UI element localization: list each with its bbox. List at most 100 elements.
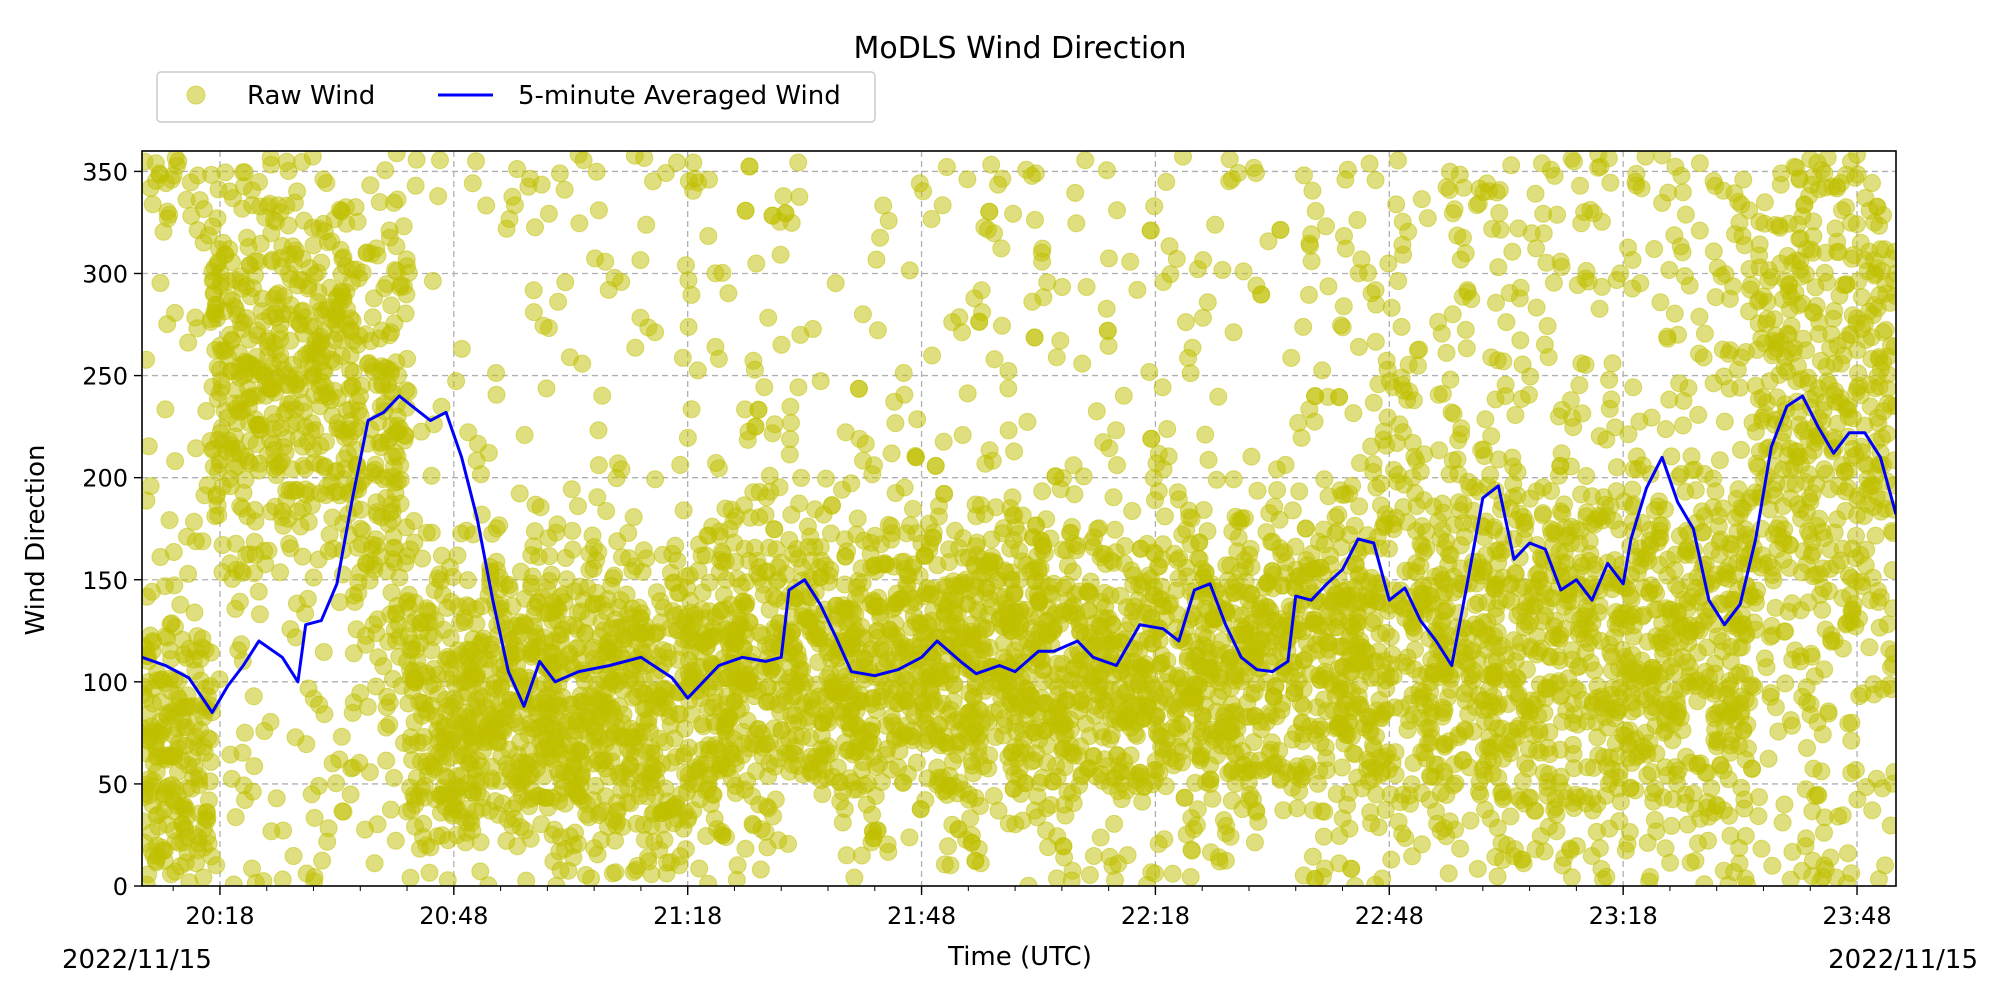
raw-wind-point bbox=[869, 622, 886, 639]
raw-wind-point bbox=[679, 579, 696, 596]
raw-wind-point bbox=[1120, 707, 1137, 724]
raw-wind-point bbox=[484, 525, 501, 542]
raw-wind-point bbox=[590, 457, 607, 474]
raw-wind-point bbox=[563, 481, 580, 498]
raw-wind-point bbox=[1310, 775, 1327, 792]
raw-wind-point bbox=[1218, 557, 1235, 574]
raw-wind-point bbox=[1334, 319, 1351, 336]
raw-wind-point bbox=[996, 710, 1013, 727]
raw-wind-point bbox=[408, 769, 425, 786]
raw-wind-point bbox=[207, 342, 224, 359]
raw-wind-point bbox=[465, 631, 482, 648]
raw-wind-point bbox=[560, 862, 577, 879]
raw-wind-point bbox=[155, 223, 172, 240]
raw-wind-point bbox=[1105, 489, 1122, 506]
raw-wind-point bbox=[1027, 211, 1044, 228]
raw-wind-point bbox=[152, 693, 169, 710]
raw-wind-point bbox=[911, 175, 928, 192]
raw-wind-point bbox=[991, 610, 1008, 627]
raw-wind-point bbox=[324, 755, 341, 772]
raw-wind-point bbox=[1367, 172, 1384, 189]
raw-wind-point bbox=[509, 746, 526, 763]
raw-wind-point bbox=[433, 547, 450, 564]
raw-wind-point bbox=[1158, 173, 1175, 190]
raw-wind-point bbox=[1019, 413, 1036, 430]
raw-wind-point bbox=[804, 755, 821, 772]
raw-wind-point bbox=[1210, 388, 1227, 405]
raw-wind-point bbox=[1191, 534, 1208, 551]
raw-wind-point bbox=[574, 355, 591, 372]
raw-wind-point bbox=[672, 456, 689, 473]
raw-wind-point bbox=[542, 750, 559, 767]
raw-wind-point bbox=[900, 567, 917, 584]
raw-wind-point bbox=[927, 457, 944, 474]
raw-wind-point bbox=[834, 814, 851, 831]
raw-wind-point bbox=[512, 819, 529, 836]
raw-wind-point bbox=[435, 729, 452, 746]
raw-wind-point bbox=[610, 455, 627, 472]
raw-wind-point bbox=[275, 439, 292, 456]
raw-wind-point bbox=[599, 639, 616, 656]
raw-wind-point bbox=[199, 809, 216, 826]
raw-wind-point bbox=[421, 864, 438, 881]
raw-wind-point bbox=[827, 275, 844, 292]
raw-wind-point bbox=[1249, 482, 1266, 499]
raw-wind-point bbox=[148, 807, 165, 824]
raw-wind-point bbox=[1185, 690, 1202, 707]
raw-wind-point bbox=[488, 386, 505, 403]
raw-wind-point bbox=[1195, 252, 1212, 269]
raw-wind-point bbox=[1276, 544, 1293, 561]
raw-wind-point bbox=[754, 627, 771, 644]
raw-wind-point bbox=[523, 579, 540, 596]
raw-wind-point bbox=[557, 841, 574, 858]
raw-wind-point bbox=[406, 513, 423, 530]
raw-wind-point bbox=[865, 748, 882, 765]
raw-wind-point bbox=[924, 347, 941, 364]
raw-wind-point bbox=[850, 380, 867, 397]
raw-wind-point bbox=[1159, 421, 1176, 438]
raw-wind-point bbox=[221, 326, 238, 343]
raw-wind-point bbox=[1035, 662, 1052, 679]
raw-wind-point bbox=[521, 798, 538, 815]
raw-wind-point bbox=[1291, 483, 1308, 500]
raw-wind-point bbox=[896, 726, 913, 743]
raw-wind-point bbox=[1063, 519, 1080, 536]
raw-wind-point bbox=[1307, 203, 1324, 220]
raw-wind-point bbox=[222, 746, 239, 763]
raw-wind-point bbox=[1067, 184, 1084, 201]
raw-wind-point bbox=[488, 365, 505, 382]
raw-wind-point bbox=[700, 781, 717, 798]
raw-wind-point bbox=[677, 841, 694, 858]
raw-wind-point bbox=[1235, 756, 1252, 773]
raw-wind-point bbox=[683, 286, 700, 303]
raw-wind-point bbox=[501, 211, 518, 228]
raw-wind-point bbox=[547, 597, 564, 614]
raw-wind-point bbox=[1194, 707, 1211, 724]
raw-wind-point bbox=[954, 427, 971, 444]
raw-wind-point bbox=[746, 539, 763, 556]
raw-wind-point bbox=[280, 510, 297, 527]
raw-wind-point bbox=[1304, 182, 1321, 199]
raw-wind-point bbox=[735, 640, 752, 657]
raw-wind-point bbox=[772, 246, 789, 263]
raw-wind-point bbox=[994, 317, 1011, 334]
raw-wind-point bbox=[673, 786, 690, 803]
raw-wind-point bbox=[348, 621, 365, 638]
raw-wind-point bbox=[424, 273, 441, 290]
raw-wind-point bbox=[1000, 380, 1017, 397]
raw-wind-point bbox=[570, 498, 587, 515]
raw-wind-point bbox=[493, 679, 510, 696]
raw-wind-point bbox=[1027, 573, 1044, 590]
raw-wind-point bbox=[332, 241, 349, 258]
raw-wind-point bbox=[194, 639, 211, 656]
raw-wind-point bbox=[387, 832, 404, 849]
raw-wind-point bbox=[947, 591, 964, 608]
raw-wind-point bbox=[576, 673, 593, 690]
raw-wind-point bbox=[1290, 415, 1307, 432]
raw-wind-point bbox=[489, 562, 506, 579]
raw-wind-point bbox=[1044, 773, 1061, 790]
raw-wind-point bbox=[1345, 405, 1362, 422]
raw-wind-point bbox=[144, 633, 161, 650]
raw-wind-point bbox=[700, 228, 717, 245]
